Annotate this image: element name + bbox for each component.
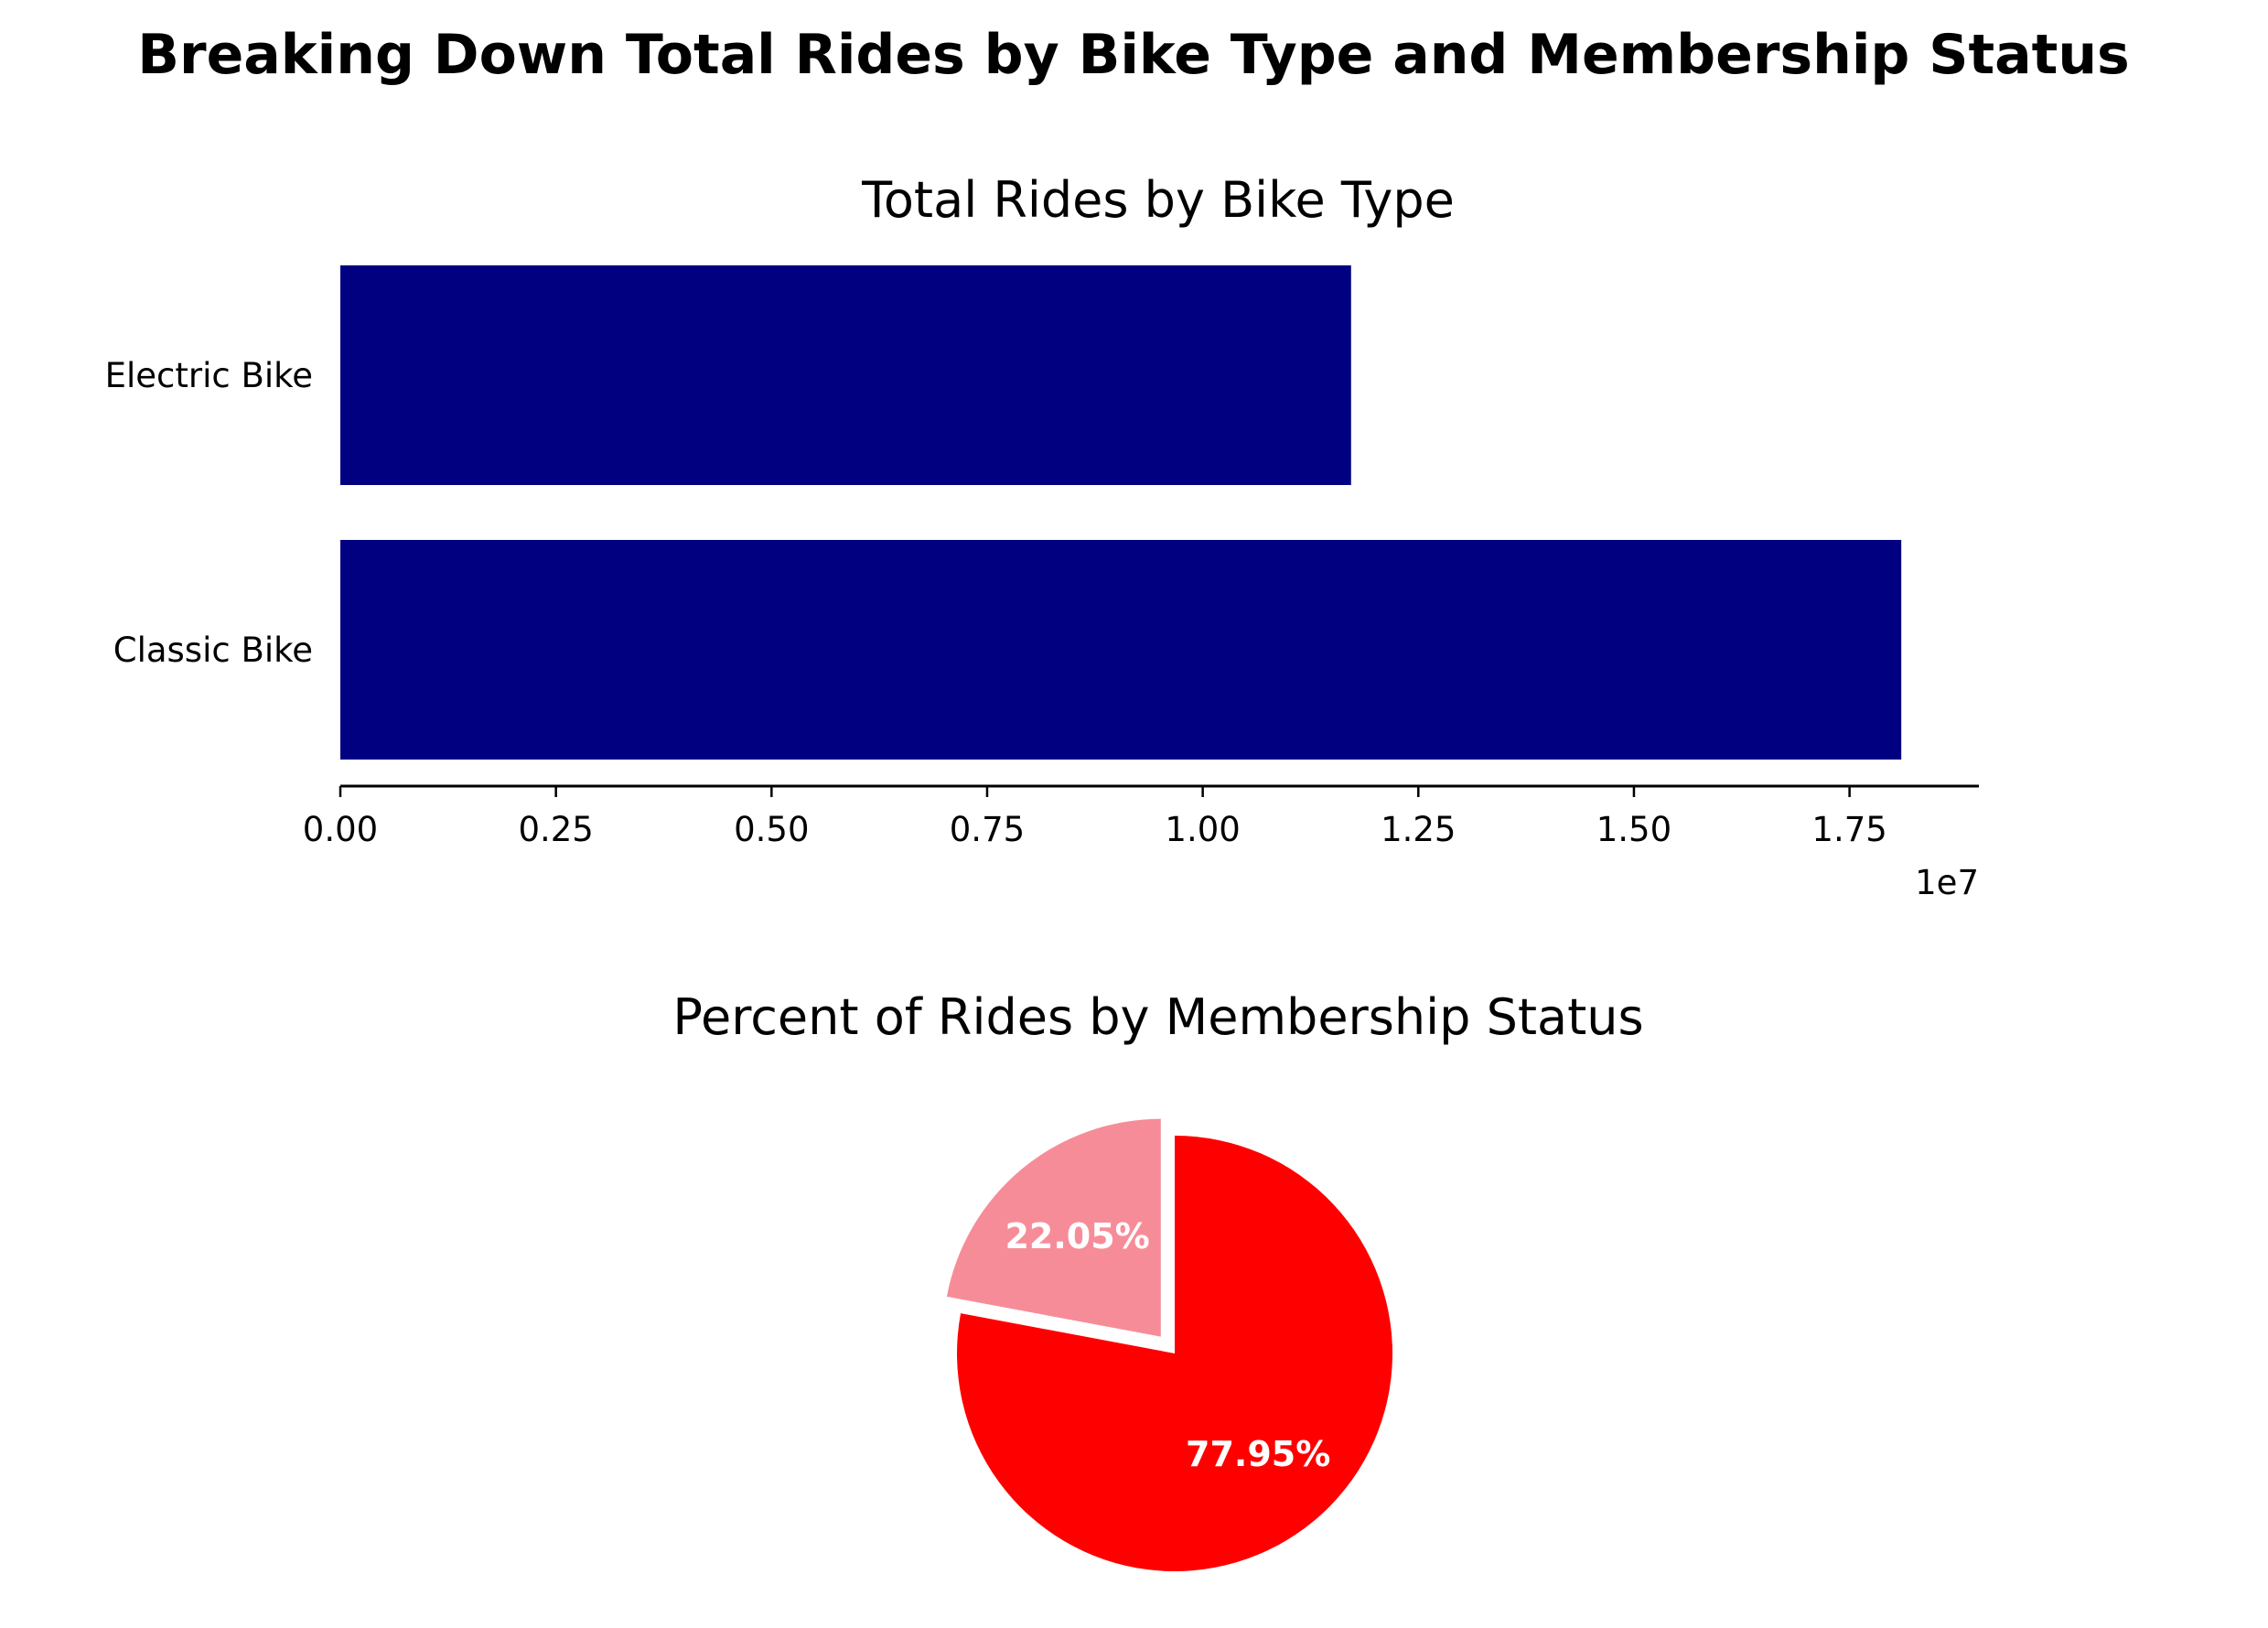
bar-x-ticks: 0.00 0.25 0.50 0.75 1.00 1.25 1.50 1.75 xyxy=(303,786,1887,849)
bar-chart-title: Total Rides by Bike Type xyxy=(861,171,1455,229)
bar-category-label: Classic Bike xyxy=(113,631,313,670)
pie-chart-title: Percent of Rides by Membership Status xyxy=(672,988,1643,1046)
bar-x-tick-label: 1.25 xyxy=(1381,810,1456,849)
bar-x-tick-label: 0.50 xyxy=(734,810,809,849)
bar-x-tick-label: 1.00 xyxy=(1165,810,1240,849)
pie-layer: 77.95% 22.05% xyxy=(946,1118,1392,1572)
bar-x-tick-label: 0.00 xyxy=(303,810,378,849)
bar-layer xyxy=(340,265,1902,760)
bar-x-tick-label: 0.75 xyxy=(950,810,1025,849)
pie-slice-label: 77.95% xyxy=(1186,1434,1330,1474)
figure-title: Breaking Down Total Rides by Bike Type a… xyxy=(137,23,2130,87)
pie-chart: Percent of Rides by Membership Status 77… xyxy=(672,988,1644,1572)
bar-x-offset-label: 1e7 xyxy=(1915,863,1979,902)
bar-x-tick-label: 1.50 xyxy=(1596,810,1671,849)
pie-slice-2 xyxy=(946,1118,1161,1337)
bar-classic-bike xyxy=(340,540,1902,760)
pie-slice-label: 22.05% xyxy=(1005,1216,1149,1256)
pie-slice-1 xyxy=(957,1136,1392,1572)
bar-x-tick-label: 0.25 xyxy=(518,810,593,849)
bar-chart: Total Rides by Bike Type 0.00 0.25 0.50 0.7… xyxy=(105,171,1979,902)
bar-electric-bike xyxy=(340,265,1351,485)
bar-category-label: Electric Bike xyxy=(105,356,313,395)
bar-x-tick-label: 1.75 xyxy=(1811,810,1886,849)
bar-category-labels: Electric Bike Classic Bike xyxy=(105,356,313,670)
